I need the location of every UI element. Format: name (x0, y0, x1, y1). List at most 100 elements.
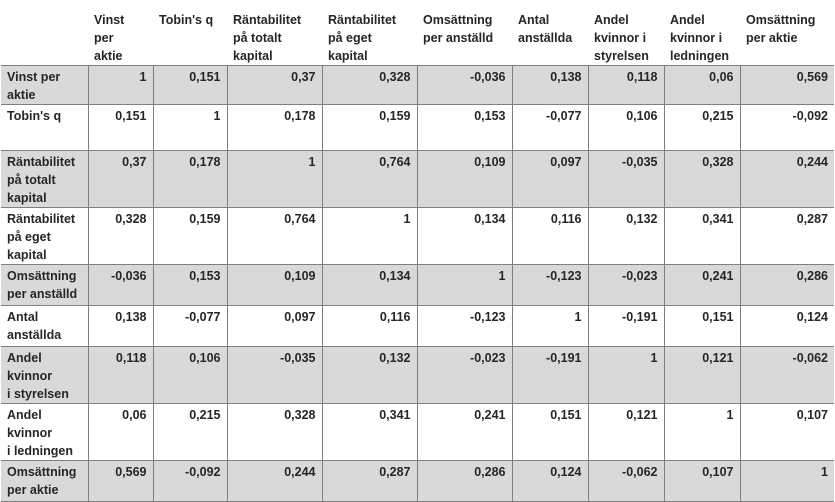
correlation-cell: 0,241 (417, 403, 513, 461)
correlation-cell: 0,286 (417, 460, 513, 502)
table-row: Andel kvinnor i styrelsen 0,118 0,106 -0,03… (1, 346, 834, 404)
correlation-cell: 0,124 (796, 310, 828, 324)
row-label: Vinst per aktie (1, 65, 89, 105)
correlation-cell: 0,121 (588, 403, 665, 461)
correlation-cell: 1 (227, 150, 323, 208)
correlation-cell: 0,116 (512, 207, 589, 265)
correlation-cell: -0,035 (227, 346, 323, 404)
column-header: Vinst per aktie (88, 0, 153, 66)
correlation-cell: 0,151 (512, 403, 589, 461)
correlation-cell: -0,092 (792, 109, 828, 123)
correlation-cell: 0,287 (796, 212, 828, 226)
column-header: Antal anställda (512, 0, 588, 66)
correlation-cell: 0,178 (153, 150, 228, 208)
correlation-cell: 0,153 (153, 264, 228, 306)
correlation-cell: 0,244 (227, 460, 323, 502)
correlation-cell: 0,286 (740, 264, 834, 306)
row-label: Räntabilitet på eget kapital (1, 207, 89, 265)
table-row: Tobin's q 0,151 1 0,178 0,159 0,153 -0,077 0,10… (1, 104, 834, 151)
correlation-cell: 0,287 (322, 460, 418, 502)
correlation-cell: 1 (512, 305, 589, 347)
correlation-cell: 0,118 (588, 65, 665, 105)
column-header: Tobin's q (153, 0, 227, 66)
correlation-cell: 1 (322, 207, 418, 265)
correlation-cell: 0,159 (322, 104, 418, 151)
correlation-cell: -0,036 (417, 65, 513, 105)
row-label: Omsättning per anställd (1, 264, 89, 306)
correlation-cell: 0,097 (227, 305, 323, 347)
row-label: Tobin's q (1, 104, 89, 151)
correlation-cell: 1 (417, 264, 513, 306)
table-row: Andel kvinnor i ledningen 0,06 0,215 0,328 0… (1, 403, 834, 461)
correlation-cell: 0,341 (664, 207, 741, 265)
table-row: Räntabilitet på eget kapital 0,328 0,159 0,… (1, 207, 834, 265)
correlation-cell: 0,569 (740, 65, 834, 105)
correlation-cell: -0,123 (417, 305, 513, 347)
correlation-cell: 0,37 (88, 150, 154, 208)
correlation-cell: 0,107 (796, 408, 828, 422)
correlation-cell: -0,077 (512, 104, 589, 151)
correlation-cell: 0,06 (664, 65, 741, 105)
correlation-cell: 0,244 (740, 150, 834, 208)
correlation-cell: 0,328 (88, 207, 154, 265)
correlation-cell: 0,764 (322, 150, 418, 208)
correlation-cell: 0,109 (417, 150, 513, 208)
correlation-cell: 0,116 (322, 305, 418, 347)
correlation-cell: -0,036 (88, 264, 154, 306)
table-row: Antal anställda 0,138 -0,077 0,097 0,116 -0,1… (1, 305, 834, 347)
correlation-cell: -0,191 (588, 305, 665, 347)
correlation-cell: 0,109 (227, 264, 323, 306)
correlation-cell: 0,138 (512, 65, 589, 105)
table-row: Omsättning per anställd -0,036 0,153 0,109 0… (1, 264, 834, 306)
correlation-cell: 0,151 (153, 65, 228, 105)
table-row: Omsättning per aktie 0,569 -0,092 0,244 0,28… (1, 460, 834, 502)
correlation-cell: -0,035 (588, 150, 665, 208)
column-header: Andel kvinnor i styrelsen (588, 0, 664, 66)
correlation-cell: 0,328 (664, 150, 741, 208)
correlation-cell: 0,215 (664, 104, 741, 151)
table-row: Räntabilitet på totalt kapital 0,37 0,178 1… (1, 150, 834, 208)
column-header: Andel kvinnor i ledningen (664, 0, 740, 66)
correlation-cell: 0,06 (88, 403, 154, 461)
correlation-cell: 0,118 (88, 346, 154, 404)
column-header: Räntabilitet på eget kapital (322, 0, 417, 66)
correlation-cell: 0,764 (227, 207, 323, 265)
correlation-cell: -0,092 (153, 460, 228, 502)
correlation-cell: 0,37 (227, 65, 323, 105)
correlation-cell: 0,153 (417, 104, 513, 151)
correlation-cell: 1 (740, 460, 834, 502)
correlation-cell: 0,124 (512, 460, 589, 502)
correlation-cell: 0,097 (512, 150, 589, 208)
correlation-cell: 1 (153, 104, 228, 151)
row-label: Andel kvinnor i ledningen (1, 403, 89, 461)
correlation-cell: 0,138 (88, 305, 154, 347)
correlation-cell: 1 (88, 65, 154, 105)
row-label: Andel kvinnor i styrelsen (1, 346, 89, 404)
correlation-cell: 0,178 (227, 104, 323, 151)
row-label: Räntabilitet på totalt kapital (1, 150, 89, 208)
correlation-cell: 1 (588, 346, 665, 404)
correlation-cell: 0,134 (322, 264, 418, 306)
correlation-cell: 0,106 (153, 346, 228, 404)
corner-cell (1, 0, 88, 66)
correlation-cell: 0,121 (664, 346, 741, 404)
correlation-cell: 0,328 (227, 403, 323, 461)
correlation-cell: 0,132 (322, 346, 418, 404)
correlation-cell: -0,077 (153, 305, 228, 347)
row-label: Antal anställda (1, 305, 89, 347)
correlation-cell: 0,107 (664, 460, 741, 502)
correlation-cell: 0,159 (153, 207, 228, 265)
correlation-cell: 0,106 (588, 104, 665, 151)
correlation-cell: 0,341 (322, 403, 418, 461)
table-body: Vinst per aktie 1 0,151 0,37 0,328 -0,036 0,13… (1, 65, 834, 502)
correlation-cell: 0,151 (664, 305, 741, 347)
correlation-cell: 0,215 (153, 403, 228, 461)
correlation-cell: -0,062 (740, 346, 834, 404)
table-row: Vinst per aktie 1 0,151 0,37 0,328 -0,036 0,13… (1, 65, 834, 105)
column-header: Räntabilitet på totalt kapital (227, 0, 322, 66)
correlation-cell: 0,132 (588, 207, 665, 265)
correlation-cell: 0,134 (417, 207, 513, 265)
correlation-cell: -0,191 (512, 346, 589, 404)
column-header: Omsättning per anställd (417, 0, 512, 66)
